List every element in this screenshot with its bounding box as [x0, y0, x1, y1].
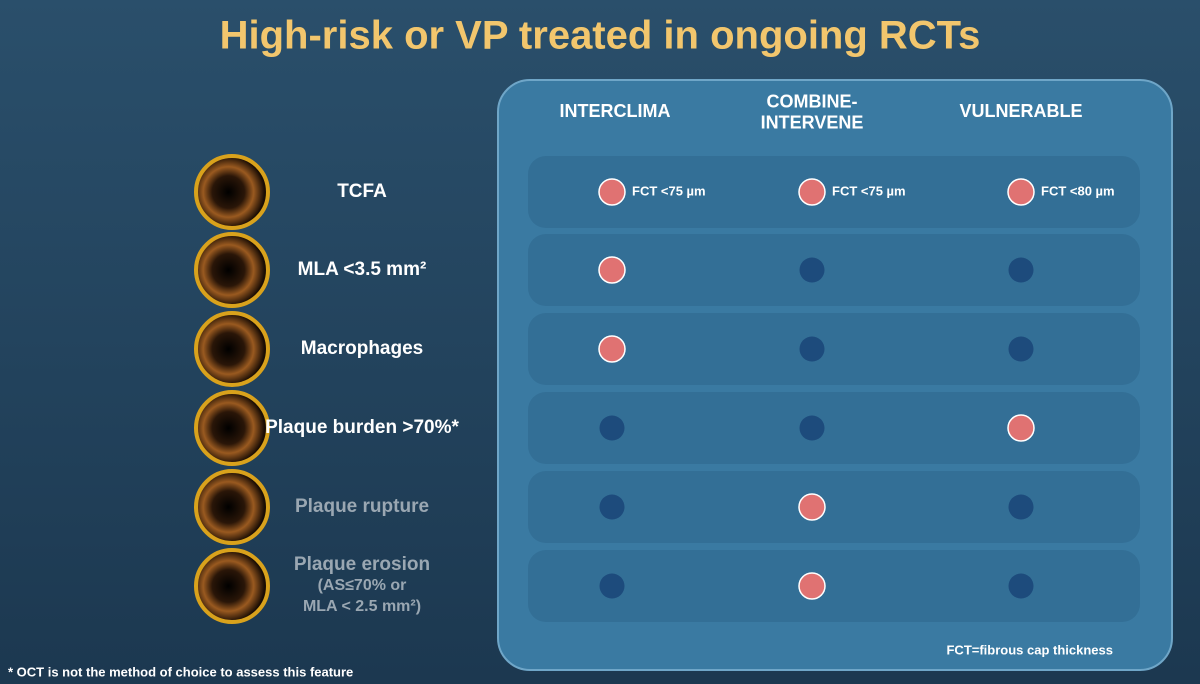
oct-image [194, 232, 270, 308]
slide-title: High-risk or VP treated in ongoing RCTs [220, 14, 981, 58]
row-band [528, 471, 1140, 543]
row-band [528, 550, 1140, 622]
column-header: INTERCLIMA [560, 101, 671, 121]
row-label: Plaque rupture [295, 496, 429, 517]
legend-note: FCT=fibrous cap thickness [946, 642, 1113, 657]
cell-note: FCT <80 µm [1041, 183, 1115, 198]
row-band [528, 234, 1140, 306]
row-band [528, 156, 1140, 228]
row-label: MLA <3.5 mm² [298, 259, 427, 280]
row-label: TCFA [337, 181, 387, 202]
status-dot [599, 573, 625, 599]
status-dot [798, 178, 826, 206]
status-dot [799, 415, 825, 441]
status-dot [598, 178, 626, 206]
column-header: COMBINE- [767, 91, 858, 111]
oct-image [194, 390, 270, 466]
column-header: VULNERABLE [959, 101, 1082, 121]
status-dot [599, 494, 625, 520]
status-dot [598, 256, 626, 284]
row-label: MLA < 2.5 mm²) [303, 598, 421, 615]
oct-image [194, 311, 270, 387]
status-dot [1008, 573, 1034, 599]
footnote: * OCT is not the method of choice to ass… [8, 664, 353, 679]
status-dot [1007, 414, 1035, 442]
status-dot [598, 335, 626, 363]
status-dot [1008, 336, 1034, 362]
status-dot [1007, 178, 1035, 206]
status-dot [799, 336, 825, 362]
status-dot [1008, 257, 1034, 283]
row-band [528, 313, 1140, 385]
oct-image [194, 154, 270, 230]
status-dot [798, 493, 826, 521]
oct-image [194, 469, 270, 545]
column-header: INTERVENE [761, 112, 864, 132]
row-label: Plaque burden >70%* [265, 417, 459, 438]
status-dot [798, 572, 826, 600]
oct-image [194, 548, 270, 624]
cell-note: FCT <75 µm [832, 183, 906, 198]
status-dot [799, 257, 825, 283]
row-band [528, 392, 1140, 464]
status-dot [1008, 494, 1034, 520]
cell-note: FCT <75 µm [632, 183, 706, 198]
status-dot [599, 415, 625, 441]
row-label: Macrophages [301, 338, 423, 359]
row-label: (AS≤70% or [318, 577, 407, 594]
row-label: Plaque erosion [294, 554, 430, 575]
